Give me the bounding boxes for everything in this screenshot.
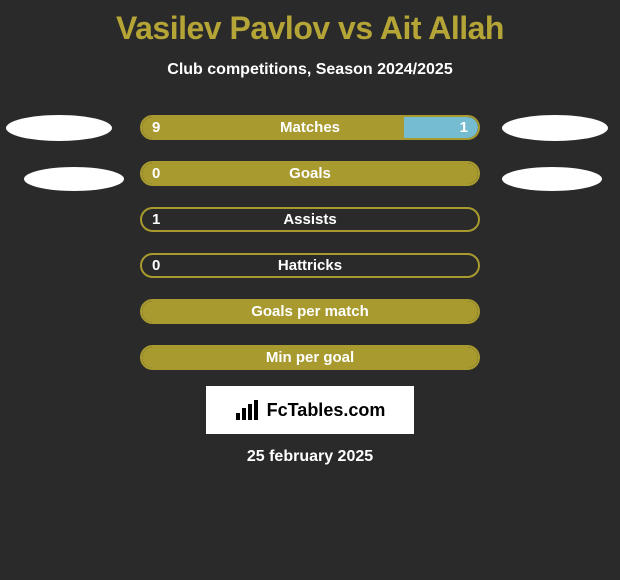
stat-label: Min per goal xyxy=(142,349,478,366)
stat-label: Assists xyxy=(142,211,478,228)
comparison-chart: 9 Matches 1 0 Goals 1 Assists 0 Hattrick… xyxy=(0,115,620,370)
avatar-oval xyxy=(502,115,608,141)
stat-row-min-per-goal: Min per goal xyxy=(140,345,480,370)
stat-bars: 9 Matches 1 0 Goals 1 Assists 0 Hattrick… xyxy=(140,115,480,370)
logo: FcTables.com xyxy=(206,386,414,434)
logo-text: FcTables.com xyxy=(267,400,386,421)
stat-row-hattricks: 0 Hattricks xyxy=(140,253,480,278)
avatar-oval xyxy=(6,115,112,141)
stat-label: Goals per match xyxy=(142,303,478,320)
avatar-oval xyxy=(502,167,602,191)
avatar-oval xyxy=(24,167,124,191)
stat-row-assists: 1 Assists xyxy=(140,207,480,232)
stat-label: Matches xyxy=(142,119,478,136)
stat-label: Hattricks xyxy=(142,257,478,274)
page-title: Vasilev Pavlov vs Ait Allah xyxy=(0,0,620,47)
stat-label: Goals xyxy=(142,165,478,182)
stat-value-right: 1 xyxy=(460,119,468,136)
stat-row-matches: 9 Matches 1 xyxy=(140,115,480,140)
chart-bars-icon xyxy=(235,399,261,421)
stat-row-goals-per-match: Goals per match xyxy=(140,299,480,324)
subtitle: Club competitions, Season 2024/2025 xyxy=(0,61,620,79)
date-label: 25 february 2025 xyxy=(0,448,620,466)
stat-row-goals: 0 Goals xyxy=(140,161,480,186)
